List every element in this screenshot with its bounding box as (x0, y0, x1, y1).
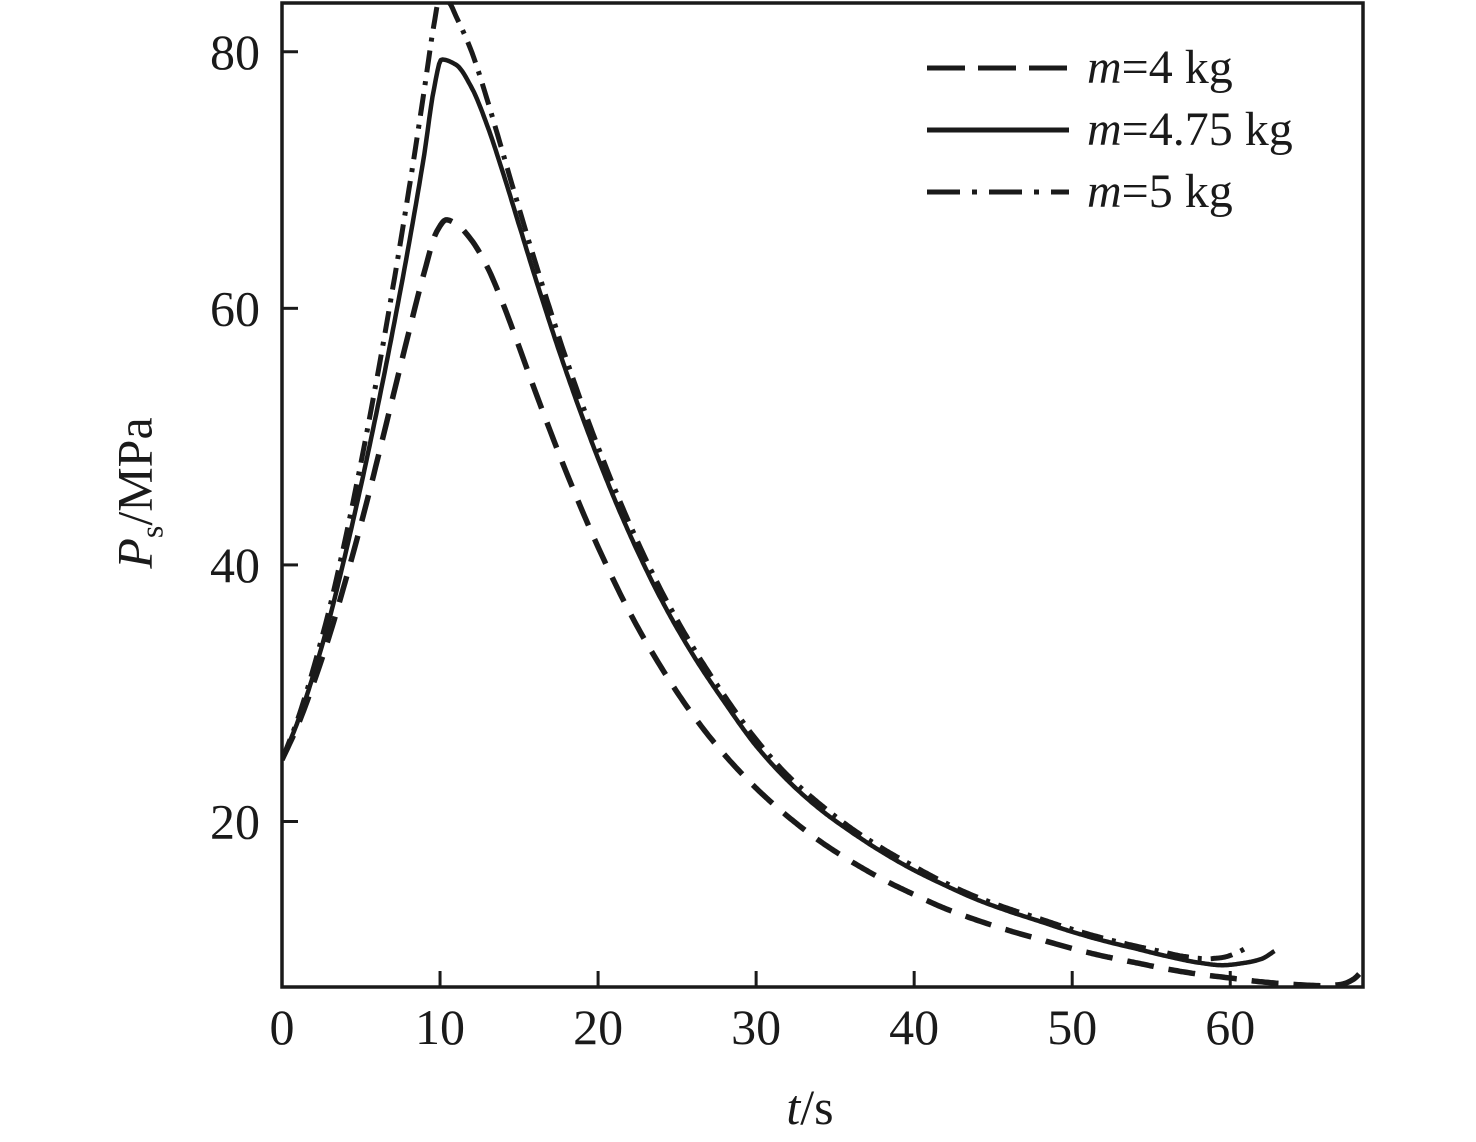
x-tick-label: 10 (415, 999, 465, 1055)
x-tick-label: 0 (270, 999, 295, 1055)
plot-frame (280, 1, 1365, 989)
y-tick-label: 60 (210, 280, 260, 336)
legend-item-m5: m=5 kg (925, 161, 1293, 223)
legend: m=4 kg m=4.75 kg m=5 kg (925, 37, 1293, 223)
x-tick-label: 40 (889, 999, 939, 1055)
x-axis-label-rest: /s (800, 1079, 834, 1135)
solid-line-sample-icon (927, 127, 1069, 133)
x-tick-label: 60 (1205, 999, 1255, 1055)
x-tick-label: 20 (573, 999, 623, 1055)
dashdot-line-sample-icon (927, 189, 1069, 195)
x-tick-label: 30 (731, 999, 781, 1055)
legend-item-m4: m=4 kg (925, 37, 1293, 99)
y-axis-label-var: P (106, 538, 163, 569)
legend-label-m475-var: m (1087, 103, 1122, 156)
y-tick-label: 20 (210, 794, 260, 850)
legend-label-m5-var: m (1087, 165, 1122, 218)
y-tick-label: 80 (210, 24, 260, 80)
dashed-line-sample-icon (927, 65, 1069, 71)
x-axis-label-var: t (786, 1079, 801, 1135)
y-tick-label: 40 (210, 537, 260, 593)
curves-group (282, 3, 1363, 987)
legend-label-m475-rest: =4.75 kg (1121, 103, 1293, 156)
y-axis-label: Ps/MPa (106, 417, 171, 568)
legend-label-m5-rest: =5 kg (1121, 165, 1233, 218)
legend-label-m5: m=5 kg (1087, 168, 1233, 216)
legend-item-m475: m=4.75 kg (925, 99, 1293, 161)
x-axis-label: t/s (786, 1078, 833, 1136)
curve-dashed (282, 217, 1363, 987)
y-axis-label-sub: s (133, 525, 170, 539)
x-tick-label: 50 (1047, 999, 1097, 1055)
curve-solid (282, 57, 1276, 968)
y-axis-label-rest: /MPa (106, 417, 163, 526)
legend-label-m4-rest: =4 kg (1121, 41, 1233, 94)
curve-dashdot (282, 3, 1249, 962)
legend-label-m4-var: m (1087, 41, 1122, 94)
legend-label-m4: m=4 kg (1087, 44, 1233, 92)
legend-label-m475: m=4.75 kg (1087, 106, 1293, 154)
